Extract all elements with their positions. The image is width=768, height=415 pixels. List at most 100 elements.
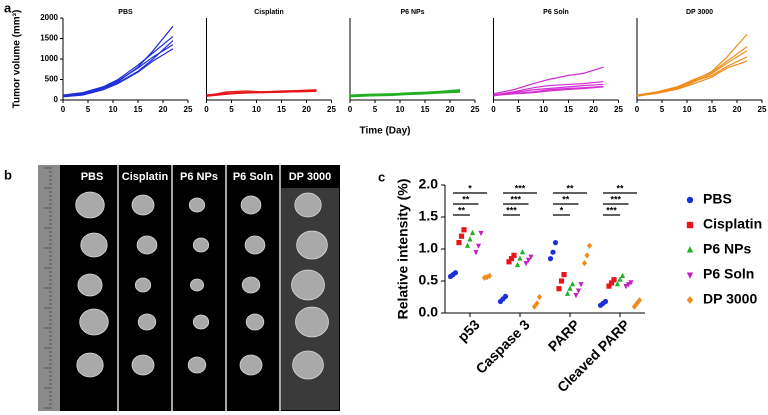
dot	[584, 252, 590, 259]
tumor-growth-line	[349, 89, 461, 97]
dot	[517, 255, 523, 261]
chart-title: P6 Soln	[543, 9, 569, 16]
dot	[502, 293, 509, 299]
x-tick-label: 5	[660, 105, 665, 114]
dot	[581, 259, 588, 267]
dot	[558, 278, 565, 284]
tumor-growth-line	[62, 35, 174, 96]
x-tick-label: 20	[733, 105, 742, 114]
y-tick-label: 0	[54, 95, 59, 104]
legend-label: P6 Soln	[703, 266, 754, 282]
legend-label: PBS	[703, 191, 732, 207]
significance-label: *	[468, 183, 472, 193]
tumor	[75, 191, 105, 219]
dot	[473, 250, 479, 256]
y-tick-label: 1000	[40, 54, 58, 63]
x-tick-label: 25	[327, 105, 336, 114]
dot	[523, 261, 529, 267]
tumor	[189, 278, 204, 292]
tumor	[291, 269, 325, 301]
dot	[586, 242, 593, 249]
dot	[547, 256, 554, 262]
legend-marker	[686, 221, 694, 229]
dot	[552, 240, 559, 246]
dot	[506, 259, 512, 265]
dot	[534, 300, 540, 307]
tumor-growth-line	[62, 25, 174, 97]
x-tick-label: 10	[683, 105, 692, 114]
significance-label: **	[458, 205, 466, 215]
dot	[614, 281, 621, 287]
x-tick-label: 20	[159, 105, 168, 114]
tumor	[136, 235, 158, 255]
x-tick-label: 15	[277, 105, 286, 114]
x-tick-label: 15	[564, 105, 573, 114]
significance-label: ***	[510, 194, 521, 204]
x-tick-label: 5	[373, 105, 378, 114]
dot	[556, 286, 562, 292]
x-tick-label: 15	[708, 105, 717, 114]
dot	[514, 261, 521, 268]
tumor	[192, 237, 210, 253]
dot	[478, 230, 484, 237]
y-tick-label: 2.0	[419, 176, 439, 192]
dot	[569, 281, 576, 287]
dot	[636, 297, 643, 304]
chart-title: P6 NPs	[400, 9, 424, 16]
dot	[602, 298, 609, 305]
significance-label: ***	[606, 205, 617, 215]
tumor	[192, 314, 210, 330]
y-tick-label: 0.0	[419, 304, 439, 320]
tumor	[188, 197, 206, 213]
dot	[461, 227, 467, 233]
legend-marker	[686, 196, 694, 204]
tumor-growth-line	[493, 86, 604, 97]
dot	[508, 256, 515, 262]
legend-label: Cisplatin	[703, 216, 762, 232]
y-tick-label: 0.5	[419, 272, 439, 288]
tumor-growth-line	[493, 80, 604, 96]
tumor	[239, 354, 263, 376]
x-tick-label: 10	[396, 105, 405, 114]
y-tick-label: 1.0	[419, 240, 439, 256]
x-tick-label: 10	[109, 105, 118, 114]
significance-label: **	[462, 194, 470, 204]
significance-label: **	[616, 183, 624, 193]
tumor	[79, 308, 109, 336]
panel-label: a	[4, 0, 12, 15]
dot	[606, 283, 612, 289]
legend-marker	[686, 246, 694, 253]
x-tick-label: 10	[252, 105, 261, 114]
column-label: P6 NPs	[180, 171, 218, 183]
tumor	[294, 192, 322, 218]
tumor	[244, 235, 266, 255]
tumor-growth-line	[62, 48, 174, 98]
dot	[578, 282, 584, 288]
significance-label: ***	[515, 183, 526, 193]
dot	[575, 288, 582, 294]
x-tick-label: 0	[61, 105, 66, 114]
dot	[561, 272, 567, 278]
tumor-growth-line	[636, 60, 748, 97]
x-tick-label: PARP	[545, 316, 583, 354]
y-axis-label: Tumor volume (mm³)	[12, 10, 23, 109]
legend-marker	[686, 272, 694, 279]
x-tick-label: 0	[635, 105, 640, 114]
dot	[475, 243, 482, 249]
legend-label: DP 3000	[703, 291, 757, 307]
dot	[467, 236, 473, 242]
x-tick-label: 20	[446, 105, 455, 114]
dot	[452, 270, 459, 276]
significance-label: **	[566, 183, 574, 193]
tumor	[134, 277, 152, 293]
tumor	[245, 313, 265, 331]
chart-title: PBS	[118, 9, 133, 16]
x-tick-label: 5	[516, 105, 521, 114]
chart-title: DP 3000	[686, 9, 713, 16]
legend-marker	[686, 296, 694, 304]
significance-label: ***	[610, 194, 621, 204]
tumor-growth-line	[62, 40, 174, 97]
tumor	[296, 230, 328, 260]
dot	[564, 290, 571, 296]
